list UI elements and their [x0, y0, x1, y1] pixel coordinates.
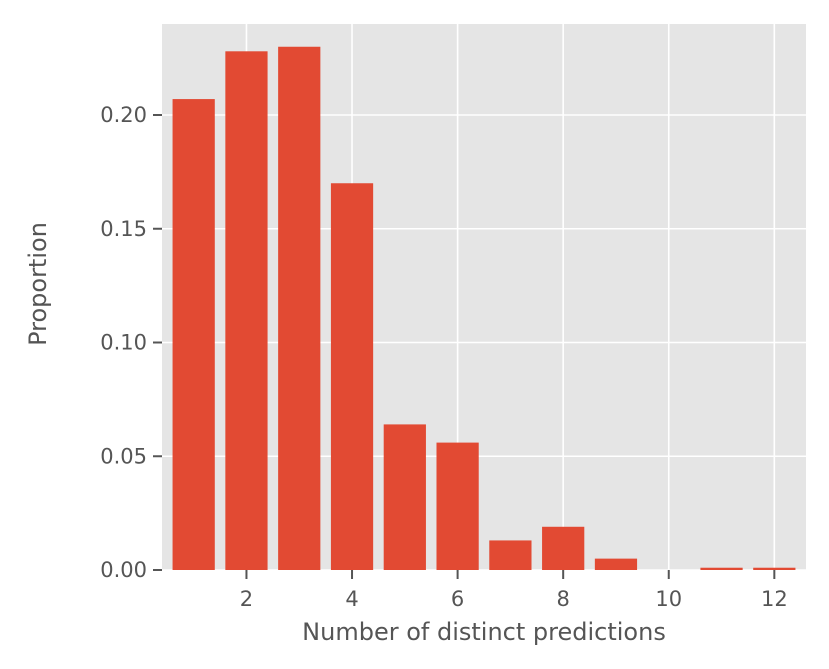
y-tick-label: 0.00 — [100, 558, 147, 582]
bar — [542, 526, 585, 570]
y-axis-label: Proportion — [24, 222, 52, 346]
x-tick-label: 2 — [240, 587, 253, 611]
bar — [700, 567, 743, 570]
x-tick-label: 6 — [451, 587, 464, 611]
bar — [489, 540, 532, 570]
x-tick-label: 8 — [556, 587, 569, 611]
y-tick-label: 0.05 — [100, 444, 147, 468]
bar — [383, 424, 426, 570]
x-axis-ticks: 2 4 6 8 10 12 — [240, 570, 788, 611]
bar — [753, 567, 796, 570]
y-tick-label: 0.10 — [100, 331, 147, 355]
y-axis-ticks: 0.00 0.05 0.10 0.15 0.20 — [100, 103, 162, 582]
bar — [225, 51, 268, 571]
y-tick-label: 0.20 — [100, 103, 147, 127]
gridlines — [162, 24, 806, 571]
bar — [436, 442, 479, 570]
bar — [172, 99, 215, 570]
x-tick-label: 4 — [345, 587, 358, 611]
x-tick-label: 12 — [761, 587, 788, 611]
bars — [172, 46, 796, 571]
y-tick-label: 0.15 — [100, 217, 147, 241]
x-tick-label: 10 — [655, 587, 682, 611]
bar — [594, 558, 638, 570]
x-axis-label: Number of distinct predictions — [302, 618, 666, 646]
bar — [278, 46, 321, 570]
bar — [330, 183, 374, 570]
